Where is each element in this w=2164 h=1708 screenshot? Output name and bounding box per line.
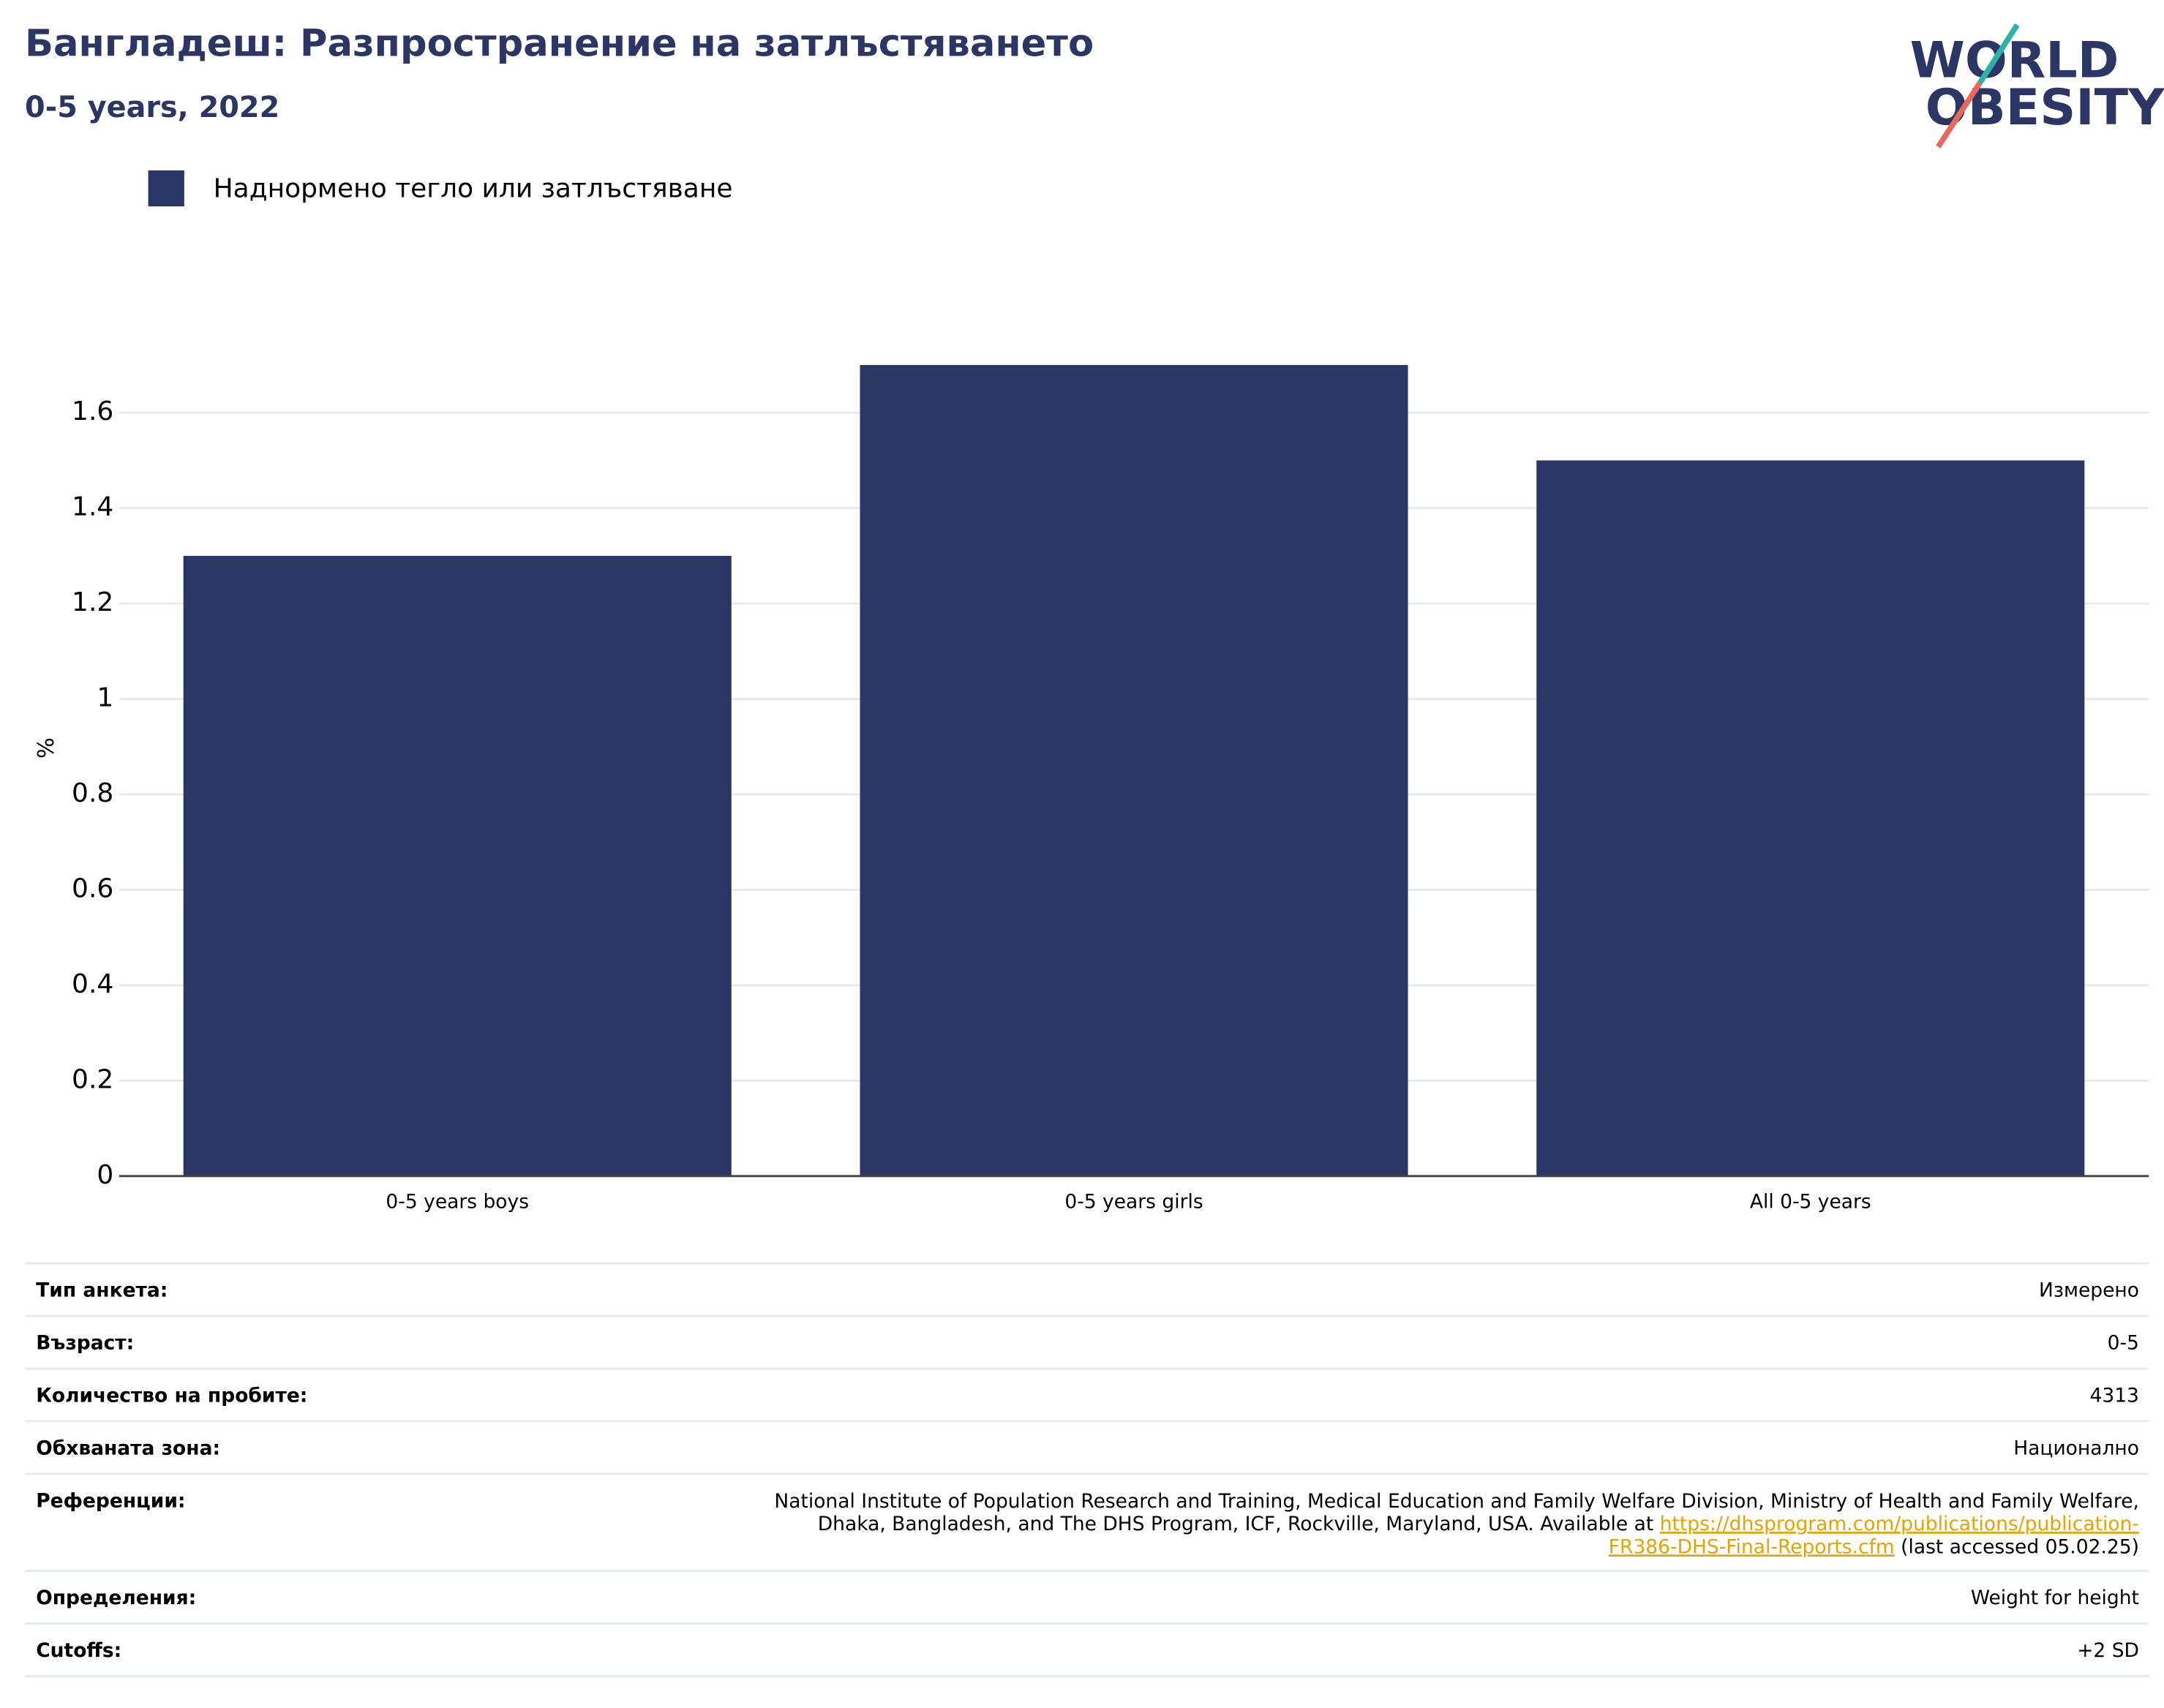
chart-subtitle: 0-5 years, 2022: [25, 91, 279, 124]
y-tick-label: 1.2: [72, 587, 113, 617]
row-value-line: FR386-DHS-Final-Reports.cfm (last access…: [1609, 1535, 2139, 1558]
row-value: Измерено: [2039, 1279, 2139, 1301]
row-label: Референции:: [36, 1489, 185, 1512]
reference-text: National Institute of Population Researc…: [774, 1489, 2139, 1512]
reference-text: (last accessed 05.02.25): [1895, 1535, 2139, 1558]
row-label: Обхваната зона:: [36, 1437, 220, 1459]
y-tick-label: 0.2: [72, 1064, 113, 1094]
row-value: 0-5: [2108, 1331, 2139, 1354]
row-label: Определения:: [36, 1587, 196, 1609]
legend-label: Наднормено тегло или затлъстяване: [214, 173, 733, 203]
row-value: 4313: [2089, 1384, 2138, 1407]
row-value-line: National Institute of Population Researc…: [774, 1489, 2139, 1512]
y-tick-label: 1.6: [72, 396, 113, 426]
reference-link[interactable]: FR386-DHS-Final-Reports.cfm: [1609, 1535, 1895, 1558]
y-tick-label: 0.6: [72, 873, 113, 903]
y-tick-label: 1: [97, 683, 113, 713]
legend-swatch: [148, 170, 184, 207]
x-tick-label: 0-5 years girls: [1064, 1190, 1203, 1213]
y-axis-label: %: [34, 737, 59, 759]
chart-title: Бангладеш: Разпространение на затлъстява…: [25, 22, 1094, 65]
row-value-line: Dhaka, Bangladesh, and The DHS Program, …: [818, 1513, 2139, 1535]
row-value: Weight for height: [1971, 1587, 2139, 1609]
logo-text: WORLD: [1910, 32, 2119, 90]
x-tick-label: All 0-5 years: [1750, 1190, 1871, 1213]
reference-link[interactable]: https://dhsprogram.com/publications/publ…: [1660, 1513, 2139, 1535]
y-tick-label: 0.8: [72, 778, 113, 808]
row-label: Cutoffs:: [36, 1639, 121, 1662]
y-tick-label: 0.4: [72, 969, 113, 999]
reference-text: Dhaka, Bangladesh, and The DHS Program, …: [818, 1513, 1660, 1535]
bar: [183, 555, 732, 1176]
logo-slash: [1977, 23, 2020, 85]
row-label: Количество на пробите:: [36, 1384, 307, 1407]
row-label: Тип анкета:: [36, 1279, 168, 1301]
row-value: +2 SD: [2077, 1639, 2139, 1662]
logo-slash: [1936, 81, 1983, 148]
x-tick-label: 0-5 years boys: [386, 1190, 529, 1213]
bar: [860, 364, 1408, 1176]
y-tick-label: 0: [97, 1160, 113, 1190]
y-tick-label: 1.4: [72, 492, 113, 522]
bar: [1536, 460, 2085, 1176]
row-value: Национално: [2013, 1437, 2139, 1459]
row-label: Възраст:: [36, 1331, 134, 1354]
